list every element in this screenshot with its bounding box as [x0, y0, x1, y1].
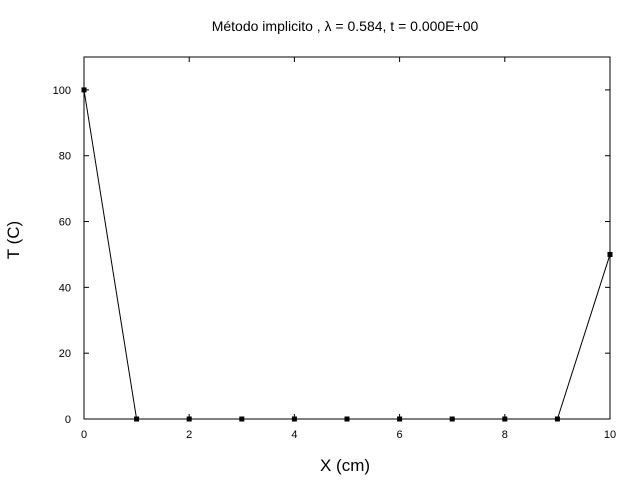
- data-point: [291, 416, 297, 422]
- y-axis: 0 20 40 60 80 100: [53, 85, 610, 426]
- x-axis-label: X (cm): [320, 456, 370, 475]
- x-axis: 0 2 4 6 8 10: [81, 57, 616, 441]
- data-point: [397, 416, 403, 422]
- y-tick-label: 80: [59, 151, 71, 163]
- x-tick-label: 4: [291, 429, 297, 441]
- y-tick-label: 0: [65, 414, 71, 426]
- y-tick-label: 40: [59, 282, 71, 294]
- data-point: [344, 416, 350, 422]
- chart-title: Método implicito , λ = 0.584, t = 0.000E…: [212, 18, 479, 34]
- y-tick-label: 60: [59, 217, 71, 229]
- x-tick-label: 0: [81, 429, 87, 441]
- data-point: [449, 416, 455, 422]
- data-point: [81, 87, 87, 93]
- data-point: [239, 416, 245, 422]
- y-tick-label: 100: [53, 85, 71, 97]
- x-tick-label: 10: [604, 429, 616, 441]
- data-point: [186, 416, 192, 422]
- x-tick-label: 8: [502, 429, 508, 441]
- plot-frame: [83, 56, 611, 420]
- data-series: [81, 87, 613, 422]
- data-point: [134, 416, 140, 422]
- series-line: [83, 89, 611, 420]
- y-tick-label: 20: [59, 348, 71, 360]
- data-point: [554, 416, 560, 422]
- x-tick-label: 2: [186, 429, 192, 441]
- x-tick-label: 6: [397, 429, 403, 441]
- y-axis-label: T (C): [4, 221, 23, 259]
- data-point: [607, 251, 613, 257]
- data-point: [502, 416, 508, 422]
